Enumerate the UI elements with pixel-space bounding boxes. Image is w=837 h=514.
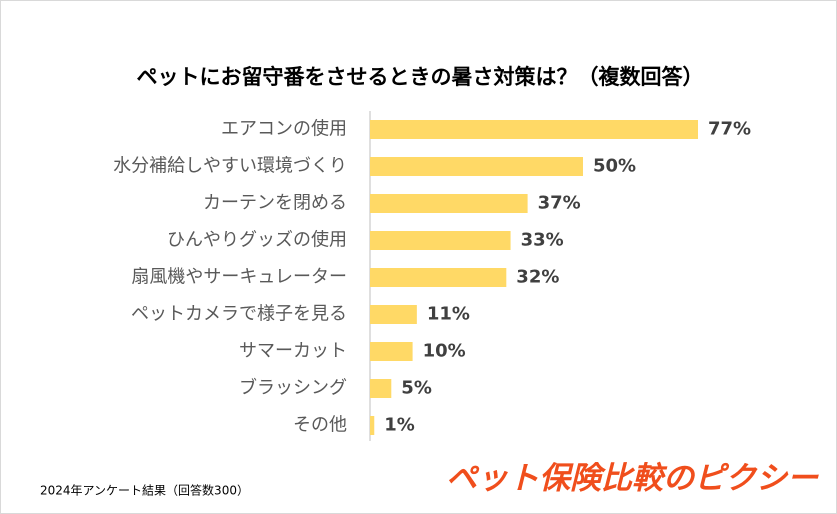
value-label: 11% — [427, 304, 470, 325]
bar — [370, 379, 392, 398]
value-label: 37% — [538, 193, 581, 214]
chart-title: ペットにお留守番をさせるときの暑さ対策は？（複数回答） — [137, 65, 704, 89]
value-label: 50% — [593, 156, 636, 177]
source-note: 2024年アンケート結果（回答数300） — [40, 483, 249, 498]
category-label: その他 — [293, 415, 347, 436]
category-label: エアコンの使用 — [221, 119, 347, 140]
category-label: 水分補給しやすい環境づくり — [113, 156, 347, 177]
category-label: カーテンを閉める — [203, 193, 347, 214]
bar — [370, 342, 413, 361]
bar — [370, 120, 698, 139]
value-label: 77% — [708, 119, 751, 140]
value-label: 32% — [516, 267, 559, 288]
value-label: 1% — [384, 415, 415, 436]
category-label: サマーカット — [239, 341, 347, 362]
category-label: 扇風機やサーキュレーター — [131, 267, 347, 288]
bar — [370, 305, 417, 324]
bar — [370, 416, 375, 435]
value-label: 5% — [401, 378, 432, 399]
value-label: 10% — [423, 341, 466, 362]
category-label: ペットカメラで様子を見る — [131, 304, 347, 325]
bar — [370, 157, 583, 176]
brand-logo: ペット保険比較のピクシー — [446, 461, 819, 497]
value-label: 33% — [521, 230, 564, 251]
category-label: ブラッシング — [239, 377, 347, 399]
bar — [370, 231, 511, 250]
bar — [370, 194, 528, 213]
bar — [370, 268, 507, 287]
category-label: ひんやりグッズの使用 — [167, 230, 347, 251]
